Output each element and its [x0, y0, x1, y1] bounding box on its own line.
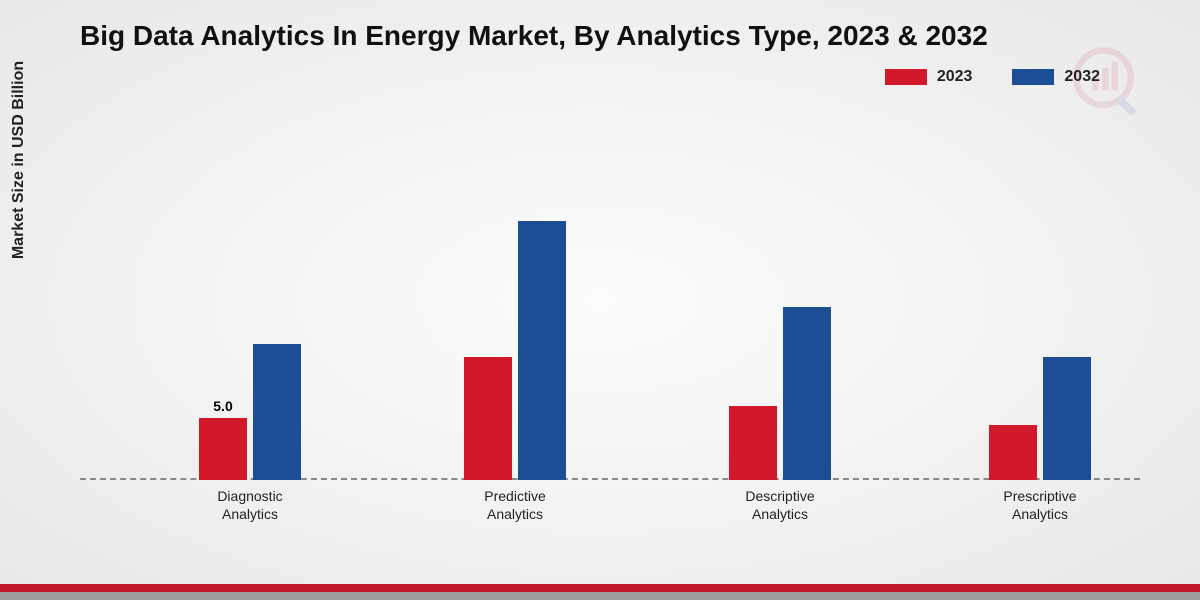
x-axis-category-label: PrescriptiveAnalytics [960, 488, 1120, 523]
legend-swatch-2023 [885, 69, 927, 85]
legend-label-2023: 2023 [937, 68, 973, 86]
bar-group [680, 110, 880, 480]
plot-area: 5.0 [80, 110, 1140, 480]
x-axis-category-label: DescriptiveAnalytics [700, 488, 860, 523]
bar-2032 [783, 307, 831, 480]
legend-swatch-2032 [1012, 69, 1054, 85]
x-axis-category-label: PredictiveAnalytics [435, 488, 595, 523]
legend-item-2023: 2023 [885, 68, 973, 86]
bar-group [940, 110, 1140, 480]
bar-2032 [253, 344, 301, 480]
bar-group [415, 110, 615, 480]
bar-group: 5.0 [150, 110, 350, 480]
footer-stripe [0, 584, 1200, 600]
chart-root: Big Data Analytics In Energy Market, By … [0, 0, 1200, 600]
x-axis-labels: DiagnosticAnalytics PredictiveAnalytics De… [80, 480, 1140, 540]
bar-2032 [518, 221, 566, 480]
bar-2023 [464, 357, 512, 480]
bar-2023 [989, 425, 1037, 481]
legend-label-2032: 2032 [1064, 68, 1100, 86]
bar-value-label: 5.0 [199, 398, 247, 414]
footer-stripe-red [0, 584, 1200, 592]
legend-item-2032: 2032 [1012, 68, 1100, 86]
x-axis-category-label: DiagnosticAnalytics [170, 488, 330, 523]
footer-stripe-grey [0, 592, 1200, 600]
bar-2023 [729, 406, 777, 480]
bar-2023 [199, 418, 247, 480]
legend: 2023 2032 [885, 68, 1100, 86]
y-axis-label: Market Size in USD Billion [10, 10, 28, 310]
bar-2032 [1043, 357, 1091, 480]
chart-title: Big Data Analytics In Energy Market, By … [80, 20, 988, 52]
